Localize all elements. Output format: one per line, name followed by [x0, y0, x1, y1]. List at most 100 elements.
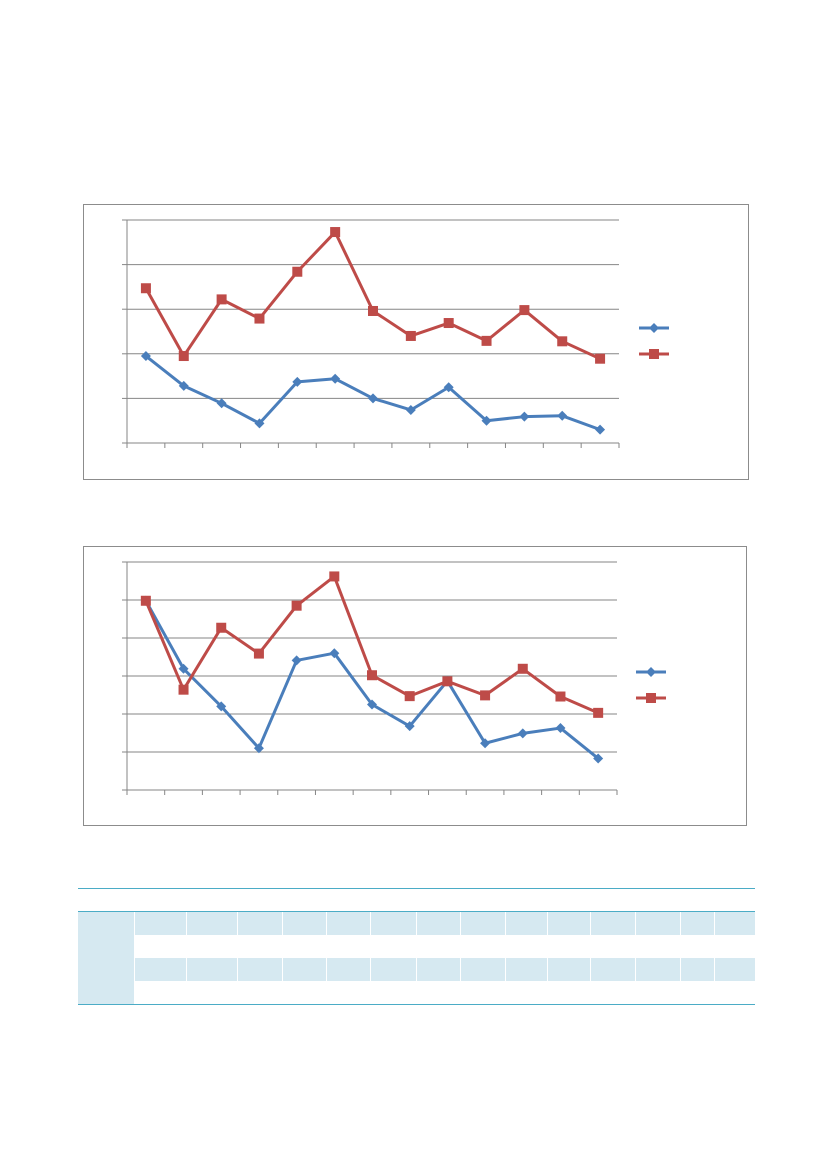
table-cell — [589, 981, 635, 1005]
series-2-point — [517, 663, 528, 674]
table-cell — [546, 935, 590, 958]
legend-series-1-marker — [649, 323, 659, 333]
table-cell — [281, 981, 326, 1005]
table-row — [78, 911, 755, 935]
table-header-cell — [78, 888, 134, 912]
series-2-line — [144, 230, 601, 361]
table-cell — [634, 935, 680, 958]
table-cell — [679, 981, 714, 1005]
table-cell — [325, 935, 370, 958]
series-1-point — [253, 743, 264, 754]
table-header-cell — [236, 888, 282, 912]
series-1-point — [595, 424, 606, 435]
table-cell — [634, 911, 680, 935]
series-2-point — [140, 595, 151, 606]
series-2-point — [140, 283, 151, 294]
table-cell — [325, 911, 370, 935]
table-cell — [281, 958, 326, 981]
table-cell — [369, 935, 416, 958]
table-cell — [133, 911, 186, 935]
table-cell — [281, 911, 326, 935]
table-cell — [236, 958, 282, 981]
series-1-point — [593, 753, 604, 764]
table-cell — [546, 911, 590, 935]
series-2-point — [367, 670, 377, 681]
table-header-cell — [281, 888, 326, 912]
series-2-point — [595, 353, 606, 364]
series-2-point — [443, 318, 454, 329]
legend-series-2-marker — [649, 349, 659, 359]
table-cell — [589, 911, 635, 935]
table-cell — [679, 911, 714, 935]
legend-series-1-marker — [646, 667, 656, 677]
table-cell — [236, 911, 282, 935]
table-cell — [459, 911, 505, 935]
series-1-point — [329, 648, 340, 659]
table-cell — [504, 935, 547, 958]
series-2-point — [216, 622, 227, 633]
table-row-header — [78, 981, 134, 1005]
series-2-point — [519, 305, 530, 316]
table-header-cell — [713, 888, 755, 912]
series-2-point — [178, 684, 189, 695]
series-1-point — [555, 723, 566, 734]
table-cell — [185, 935, 237, 958]
legend-series-2-marker — [646, 693, 656, 703]
table-cell — [504, 911, 547, 935]
table-cell — [459, 958, 505, 981]
table-cell — [133, 935, 186, 958]
table-cell — [415, 935, 460, 958]
table-cell — [459, 981, 505, 1005]
table-header-cell — [369, 888, 416, 912]
series-2-point — [368, 305, 378, 316]
table-cell — [589, 958, 635, 981]
table-cell — [369, 911, 416, 935]
series-1-point — [330, 373, 341, 384]
table-row-header — [78, 911, 134, 935]
chart-1-plot — [122, 219, 669, 448]
table-row-header — [78, 958, 134, 981]
table-cell — [713, 935, 755, 958]
table-cell — [459, 935, 505, 958]
series-2-point — [480, 690, 491, 701]
table-header-cell — [504, 888, 547, 912]
table-row-header — [78, 935, 134, 958]
series-2-point — [292, 266, 303, 277]
series-1-point — [404, 721, 415, 732]
series-2-point — [404, 691, 415, 702]
table-cell — [281, 935, 326, 958]
table-header-cell — [415, 888, 460, 912]
series-2-point — [555, 691, 566, 702]
series-2-point — [329, 571, 340, 582]
series-2-point — [254, 313, 265, 324]
series-1-point — [517, 728, 528, 739]
series-2-line — [144, 574, 599, 715]
table-cell — [679, 958, 714, 981]
series-2-point — [330, 227, 341, 238]
series-2-point — [178, 351, 189, 362]
series-1-point — [480, 738, 491, 749]
table-cell — [504, 981, 547, 1005]
series-1-point — [557, 410, 568, 421]
series-1-point — [368, 393, 378, 404]
table-cell — [325, 981, 370, 1005]
table-header-cell — [589, 888, 635, 912]
table-header-cell — [325, 888, 370, 912]
table-cell — [236, 935, 282, 958]
series-1-point — [405, 404, 416, 415]
series-2-point — [405, 330, 416, 341]
data-table — [78, 888, 755, 1005]
series-2-point — [481, 335, 492, 346]
series-1-point — [367, 699, 377, 710]
table-row — [78, 935, 755, 958]
series-1-line — [144, 354, 601, 432]
series-1-point — [292, 376, 303, 387]
table-header-cell — [133, 888, 186, 912]
table-cell — [713, 981, 755, 1005]
table-cell — [415, 981, 460, 1005]
table-row — [78, 958, 755, 981]
table-cell — [133, 981, 186, 1005]
table-row — [78, 981, 755, 1005]
series-2-point — [593, 707, 604, 718]
table-cell — [185, 911, 237, 935]
